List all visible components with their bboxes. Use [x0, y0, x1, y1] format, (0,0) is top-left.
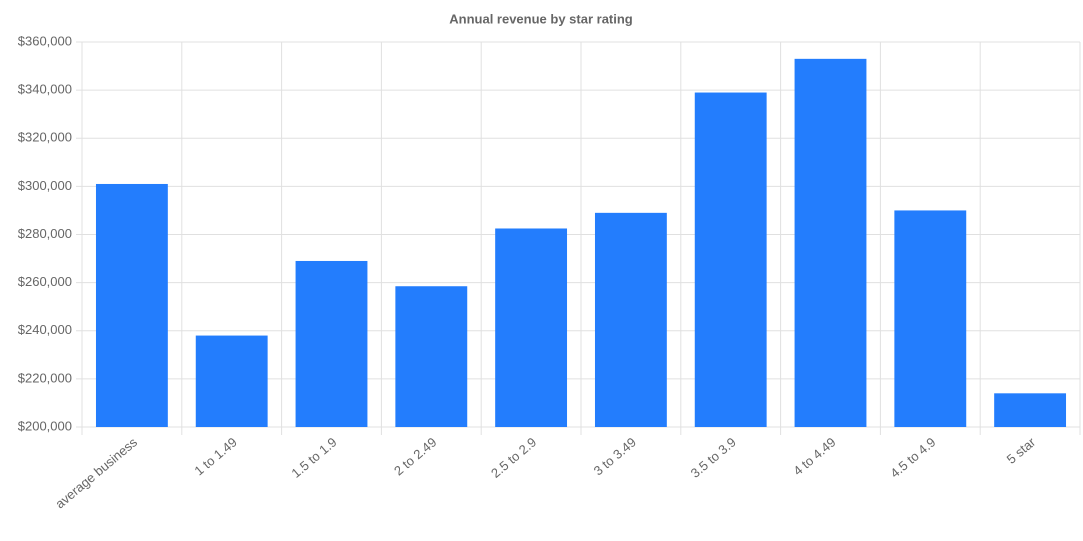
- y-tick-label: $360,000: [18, 33, 72, 48]
- x-tick-label: 3 to 3.49: [591, 434, 639, 478]
- bar: [794, 58, 867, 427]
- x-tick-label: 3.5 to 3.9: [688, 434, 739, 480]
- y-tick-label: $320,000: [18, 130, 72, 145]
- y-tick-label: $220,000: [18, 370, 72, 385]
- x-tick-label: 5 star: [1004, 434, 1039, 467]
- bar: [894, 210, 967, 427]
- y-tick-label: $340,000: [18, 82, 72, 97]
- y-tick-label: $280,000: [18, 226, 72, 241]
- bar: [694, 92, 767, 427]
- bar: [295, 260, 368, 427]
- chart-title: Annual revenue by star rating: [449, 11, 633, 26]
- x-tick-label: 1 to 1.49: [191, 434, 239, 478]
- y-tick-label: $260,000: [18, 274, 72, 289]
- y-tick-label: $300,000: [18, 178, 72, 193]
- x-tick-label: 2 to 2.49: [391, 434, 439, 478]
- x-tick-label: 1.5 to 1.9: [288, 434, 339, 480]
- x-tick-label: 4 to 4.49: [790, 434, 838, 478]
- y-tick-label: $200,000: [18, 418, 72, 433]
- x-tick-label: 4.5 to 4.9: [887, 434, 938, 480]
- x-tick-label: 2.5 to 2.9: [488, 434, 539, 480]
- bar: [395, 286, 468, 427]
- bar: [994, 393, 1067, 427]
- x-tick-label: average business: [52, 434, 140, 511]
- bar: [195, 335, 268, 427]
- bar: [495, 228, 568, 427]
- y-tick-label: $240,000: [18, 322, 72, 337]
- bar: [594, 212, 667, 427]
- bar: [95, 183, 168, 427]
